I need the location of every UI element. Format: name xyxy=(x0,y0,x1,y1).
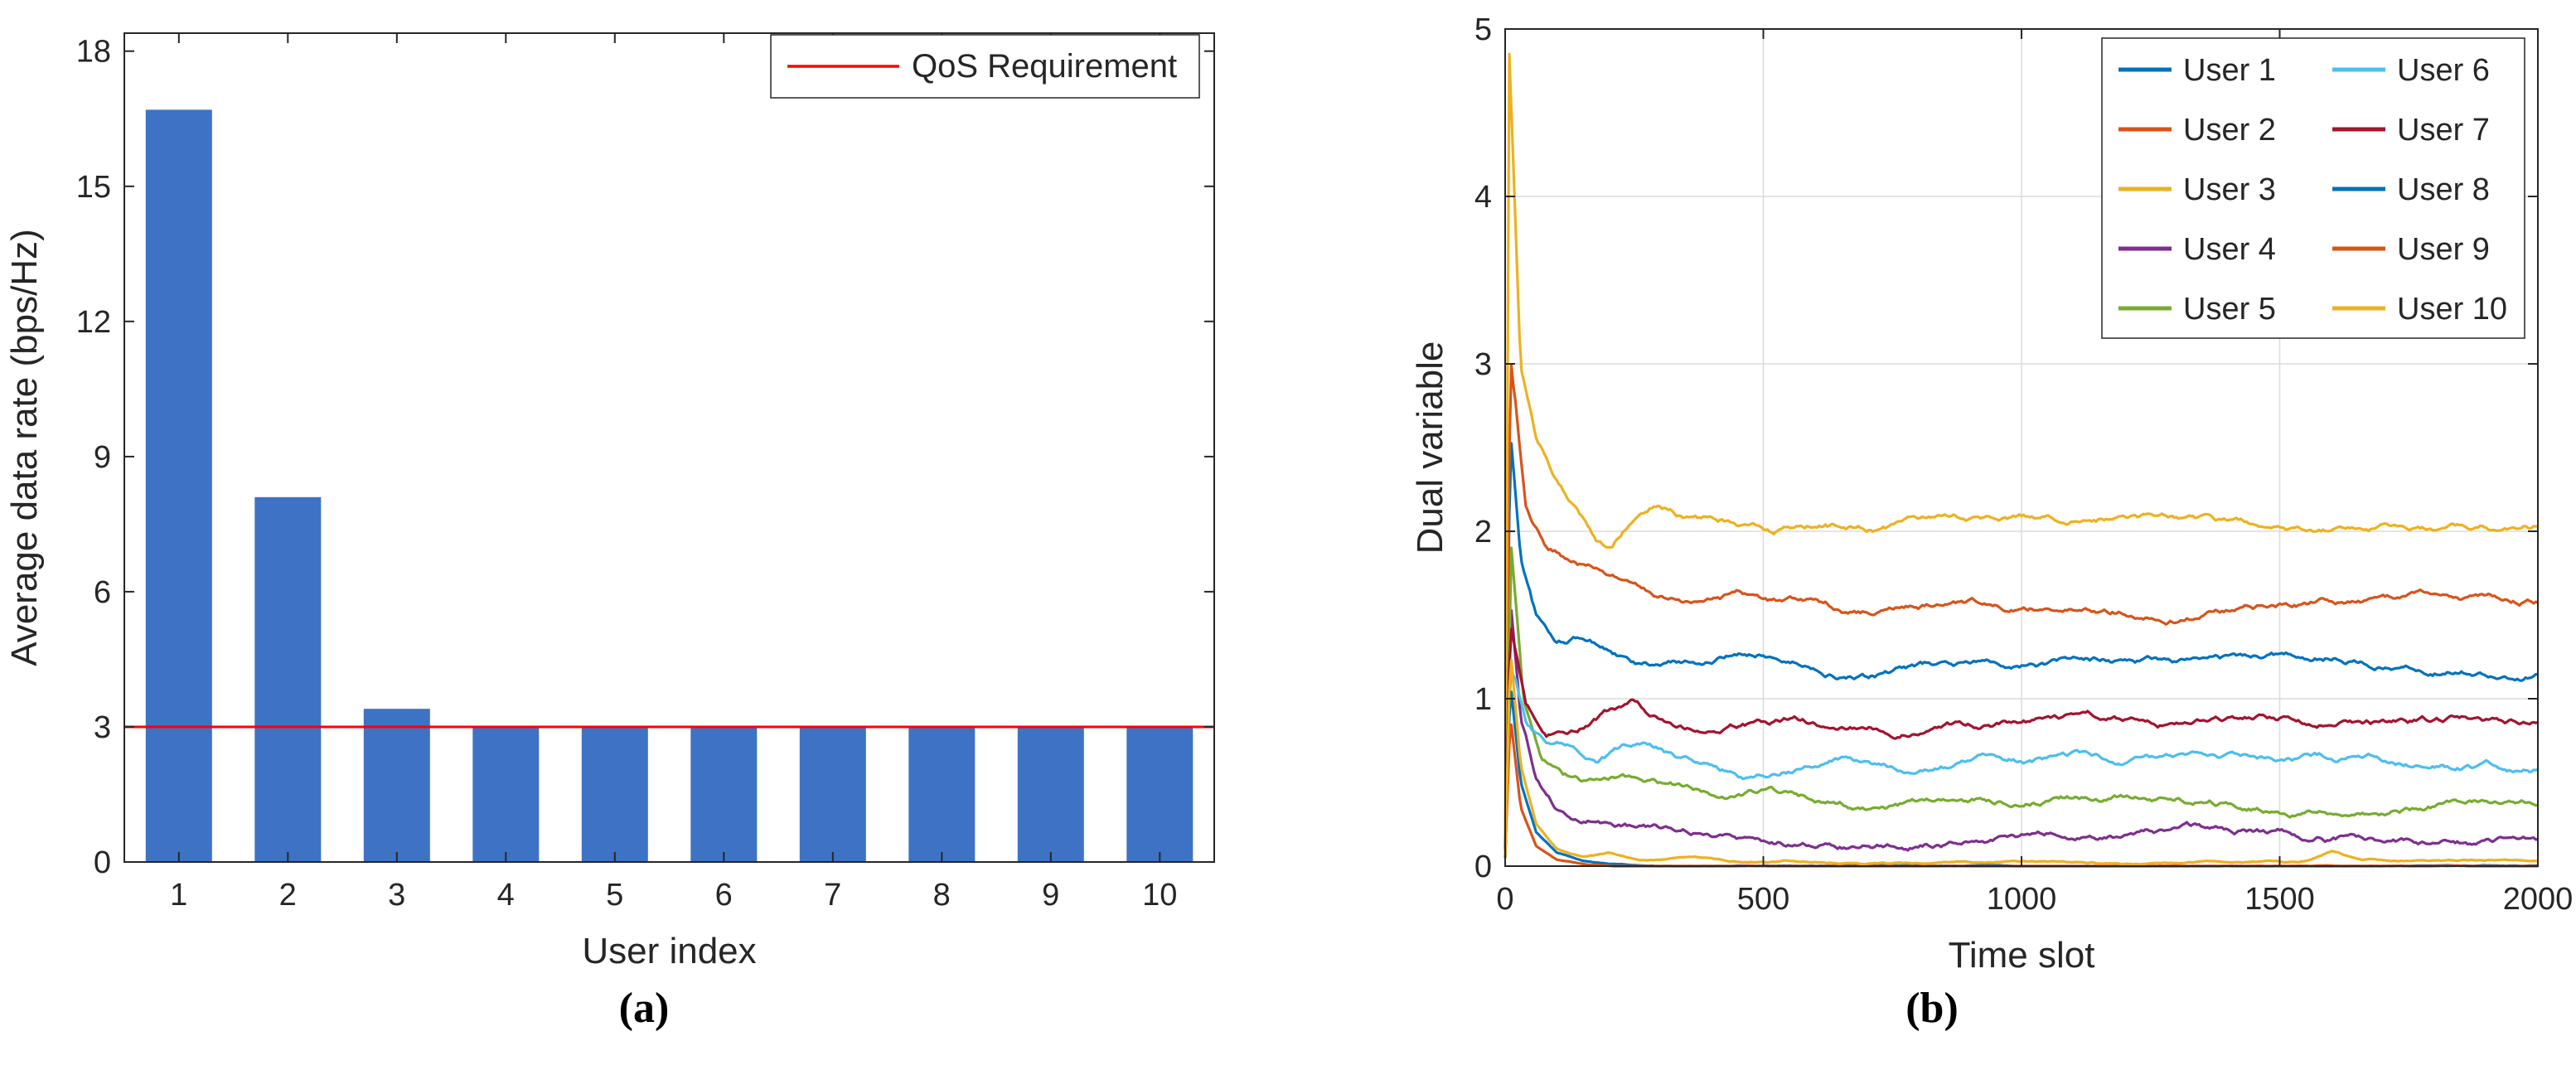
y-tick-label: 3 xyxy=(94,710,111,745)
line-chart-figure: 0 1 2 3 4 5 0 500 1000 1500 2000 Time slot Dual vari… xyxy=(1288,8,2576,1030)
legend-entry-user-3: User 3 xyxy=(2118,172,2276,207)
y-tick-label: 1 xyxy=(1474,682,1492,717)
bar-user-6 xyxy=(690,727,758,862)
x-tick-label: 1000 xyxy=(1987,882,2057,917)
legend-label: User 1 xyxy=(2183,53,2276,88)
line-chart-svg: 0 1 2 3 4 5 0 500 1000 1500 2000 Time slot Dual vari… xyxy=(1410,12,2573,974)
bar-user-7 xyxy=(799,727,866,862)
legend: QoS Requirement xyxy=(770,34,1200,99)
y-tick-label: 2 xyxy=(1474,515,1492,550)
y-tick-label: 0 xyxy=(94,845,111,880)
x-tick-label: 8 xyxy=(933,878,951,913)
legend-entry-user-6: User 6 xyxy=(2332,53,2490,88)
caption-b: (b) xyxy=(1905,985,1959,1032)
legend-label: User 7 xyxy=(2397,113,2490,148)
x-axis: 1 2 3 4 5 6 7 8 9 10 xyxy=(170,33,1177,913)
bar-user-10 xyxy=(1126,727,1194,862)
legend-entry-user-4: User 4 xyxy=(2118,232,2276,267)
y-tick-label: 6 xyxy=(94,575,111,610)
x-tick-label: 4 xyxy=(497,878,515,913)
x-tick-label: 1500 xyxy=(2244,882,2315,917)
series-line-user-7 xyxy=(1503,627,2539,858)
series-line-user-5 xyxy=(1503,546,2539,858)
series-line-user-1 xyxy=(1503,442,2539,850)
y-axis-label: Dual variable xyxy=(1410,341,1450,554)
legend-label: User 3 xyxy=(2183,172,2276,207)
bar-user-1 xyxy=(145,109,212,862)
y-tick-label: 12 xyxy=(76,305,111,340)
y-axis-label: Average data rate (bps/Hz) xyxy=(4,229,45,666)
legend-entry-user-10: User 10 xyxy=(2332,292,2507,327)
x-tick-label: 1 xyxy=(170,878,187,913)
y-tick-label: 9 xyxy=(94,440,111,475)
y-tick-label: 0 xyxy=(1474,850,1492,884)
x-axis: 0 500 1000 1500 2000 xyxy=(1496,29,2573,917)
plot-frame xyxy=(123,32,1215,863)
bar-chart-figure: 0 3 6 9 12 15 18 1 2 3 4 5 6 7 8 9 10 User index Average d… xyxy=(0,8,1288,1030)
legend-label: User 9 xyxy=(2397,232,2490,267)
x-tick-label: 0 xyxy=(1496,882,1513,917)
legend-label: User 4 xyxy=(2183,232,2276,267)
x-tick-label: 7 xyxy=(824,878,841,913)
bar-user-4 xyxy=(472,727,540,862)
legend-label: User 8 xyxy=(2397,172,2490,207)
x-tick-label: 2 xyxy=(279,878,297,913)
figure-panel: 0 3 6 9 12 15 18 1 2 3 4 5 6 7 8 9 10 User index Average d… xyxy=(0,8,2576,1030)
x-tick-label: 2000 xyxy=(2503,882,2574,917)
y-tick-label: 3 xyxy=(1474,347,1492,382)
bar-user-9 xyxy=(1017,727,1084,862)
series-line-user-2 xyxy=(1503,364,2539,850)
legend-entry-user-1: User 1 xyxy=(2118,53,2276,88)
y-tick-label: 15 xyxy=(76,170,111,205)
legend-entry-user-9: User 9 xyxy=(2332,232,2490,267)
x-tick-label: 500 xyxy=(1737,882,1789,917)
y-axis: 0 1 2 3 4 5 xyxy=(1474,12,2538,884)
series-line-user-3 xyxy=(1503,52,2539,850)
x-tick-label: 3 xyxy=(388,878,405,913)
x-tick-label: 5 xyxy=(606,878,623,913)
caption-a: (a) xyxy=(618,985,670,1032)
bar-user-5 xyxy=(581,727,648,862)
x-axis-label: Time slot xyxy=(1949,935,2095,974)
legend-box xyxy=(2101,37,2525,339)
y-tick-label: 18 xyxy=(76,35,111,70)
bar-user-8 xyxy=(908,727,976,862)
series-line-user-4 xyxy=(1503,608,2539,859)
legend-label: User 5 xyxy=(2183,292,2276,327)
legend-label: User 2 xyxy=(2183,113,2276,148)
bars xyxy=(145,109,1194,862)
y-tick-label: 4 xyxy=(1474,180,1492,215)
legend-label: User 6 xyxy=(2397,53,2490,88)
series-line-user-6 xyxy=(1503,666,2539,858)
legend-entry-user-2: User 2 xyxy=(2118,113,2276,148)
x-tick-label: 10 xyxy=(1142,878,1177,913)
x-tick-label: 6 xyxy=(715,878,733,913)
legend-label: User 10 xyxy=(2397,292,2507,327)
bar-user-2 xyxy=(254,496,322,862)
y-axis: 0 3 6 9 12 15 18 xyxy=(76,35,1214,880)
legend-label: QoS Requirement xyxy=(912,48,1177,85)
legend-entry-user-7: User 7 xyxy=(2332,113,2490,148)
x-axis-label: User index xyxy=(582,931,756,971)
legend-entry-user-5: User 5 xyxy=(2118,292,2276,327)
y-tick-label: 5 xyxy=(1474,12,1492,47)
x-tick-label: 9 xyxy=(1042,878,1059,913)
legend-entry-user-8: User 8 xyxy=(2332,172,2490,207)
legend: User 1 User 2 User 3 User 4 User 5 User 6 User… xyxy=(2101,37,2525,339)
bar-user-3 xyxy=(363,709,430,862)
